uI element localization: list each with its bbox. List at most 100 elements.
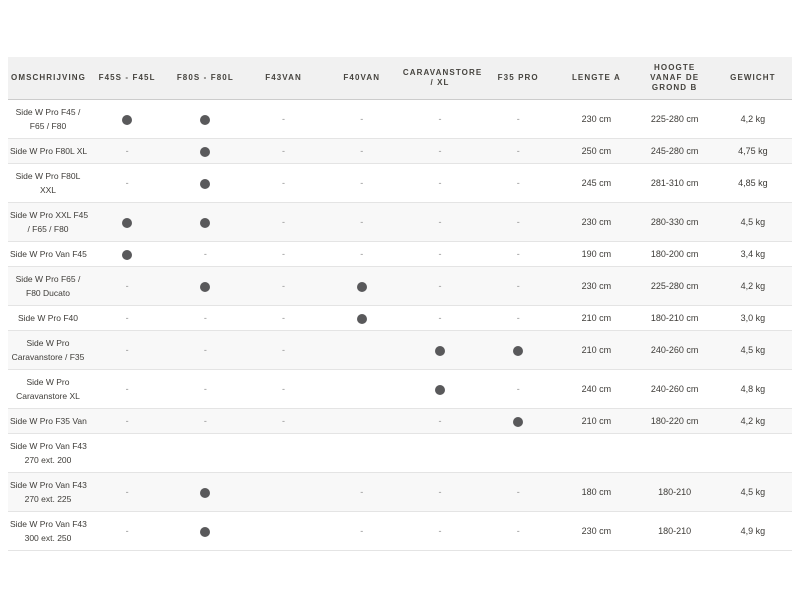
compatibility-dot-icon (434, 345, 445, 356)
compatibility-cell: - (88, 266, 167, 306)
row-label: Side W Pro XXL F45 / F65 / F80 (8, 202, 88, 242)
compatibility-cell (166, 472, 245, 512)
spec-cell: 4,2 kg (713, 408, 792, 434)
spec-cell (713, 433, 792, 473)
compatibility-cell: - (479, 511, 558, 551)
spec-cell: 190 cm (557, 241, 636, 267)
spec-cell: 180-210 (635, 511, 714, 551)
compatibility-cell (322, 433, 401, 473)
column-header-f43van: F43VAN (244, 57, 323, 100)
table-row: Side W Pro Van F43 270 ext. 225- - - -180 c… (8, 472, 792, 512)
column-header-f40van: F40VAN (322, 57, 401, 100)
table-row: Side W Pro Van F43 300 ext. 250- - - -230 c… (8, 511, 792, 551)
compatibility-cell (322, 408, 401, 434)
compatibility-cell: - (479, 163, 558, 203)
compatibility-cell: - (322, 99, 401, 139)
column-header-lengte-a: LENGTE A (557, 57, 636, 100)
column-header-f45s-f45l: F45S - F45L (88, 57, 167, 100)
spec-cell: 210 cm (557, 408, 636, 434)
compatibility-cell: - (400, 202, 480, 242)
spec-cell: 4,9 kg (713, 511, 792, 551)
spec-cell: 280-330 cm (635, 202, 714, 242)
compatibility-cell (400, 369, 480, 409)
column-header-hoogte-vanaf-de-grond-b: HOOGTE VANAF DE GROND B (635, 57, 714, 100)
compatibility-cell (400, 433, 480, 473)
compatibility-cell: - (400, 241, 480, 267)
spec-cell: 240-260 cm (635, 369, 714, 409)
compatibility-cell (244, 472, 323, 512)
compatibility-cell (88, 241, 167, 267)
compatibility-cell (244, 511, 323, 551)
table-row: Side W Pro Caravanstore / F35- - -210 cm 24… (8, 330, 792, 370)
compatibility-cell (166, 433, 245, 473)
table-row: Side W Pro Van F45- - - - -190 cm 180-200 cm 3… (8, 241, 792, 267)
compatibility-cell: - (322, 202, 401, 242)
compatibility-cell: - (88, 472, 167, 512)
compatibility-dot-icon (513, 416, 524, 427)
spec-cell: 4,5 kg (713, 202, 792, 242)
column-header-omschrijving: OMSCHRIJVING (8, 57, 88, 100)
compatibility-table-wrap: OMSCHRIJVING F45S - F45L F80S - F80L F43VAN… (8, 57, 792, 551)
spec-cell: 240-260 cm (635, 330, 714, 370)
compatibility-cell: - (166, 330, 245, 370)
spec-cell: 4,85 kg (713, 163, 792, 203)
row-label: Side W Pro F45 / F65 / F80 (8, 99, 88, 139)
spec-cell: 230 cm (557, 266, 636, 306)
compatibility-cell: - (244, 202, 323, 242)
compatibility-cell (166, 163, 245, 203)
compatibility-cell: - (322, 241, 401, 267)
spec-cell: 230 cm (557, 511, 636, 551)
compatibility-dot-icon (356, 281, 367, 292)
compatibility-cell: - (244, 305, 323, 331)
row-label: Side W Pro Van F45 (8, 241, 88, 267)
spec-cell: 245-280 cm (635, 138, 714, 164)
compatibility-cell (322, 266, 401, 306)
compatibility-cell (479, 330, 558, 370)
row-label: Side W Pro F80L XXL (8, 163, 88, 203)
compatibility-cell: - (88, 408, 167, 434)
compatibility-cell (400, 330, 480, 370)
compatibility-dot-icon (122, 249, 133, 260)
compatibility-cell: - (88, 330, 167, 370)
compatibility-cell: - (400, 138, 480, 164)
spec-cell: 3,4 kg (713, 241, 792, 267)
spec-cell: 4,2 kg (713, 99, 792, 139)
compatibility-dot-icon (200, 217, 211, 228)
compatibility-cell: - (322, 163, 401, 203)
compatibility-cell: - (244, 241, 323, 267)
compatibility-cell (244, 433, 323, 473)
table-row: Side W Pro F80L XXL - - - - -245 cm 281-310 cm… (8, 163, 792, 203)
spec-cell: 3,0 kg (713, 305, 792, 331)
compatibility-cell: - (400, 99, 480, 139)
spec-cell: 4,2 kg (713, 266, 792, 306)
row-label: Side W Pro Van F43 300 ext. 250 (8, 511, 88, 551)
table-row: Side W Pro F80L XL - - - - -250 cm 245-280 cm 4… (8, 138, 792, 164)
row-label: Side W Pro F40 (8, 305, 88, 331)
spec-cell: 281-310 cm (635, 163, 714, 203)
spec-cell: 4,5 kg (713, 330, 792, 370)
spec-cell: 245 cm (557, 163, 636, 203)
spec-cell: 210 cm (557, 330, 636, 370)
row-label: Side W Pro F35 Van (8, 408, 88, 434)
spec-cell: 180-200 cm (635, 241, 714, 267)
compatibility-cell: - (244, 369, 323, 409)
compatibility-cell: - (479, 369, 558, 409)
spec-cell: 4,5 kg (713, 472, 792, 512)
compatibility-cell: - (479, 472, 558, 512)
compatibility-cell: - (244, 138, 323, 164)
compatibility-dot-icon (200, 526, 211, 537)
compatibility-cell (166, 99, 245, 139)
spec-cell: 230 cm (557, 202, 636, 242)
compatibility-dot-icon (356, 313, 367, 324)
compatibility-cell (166, 138, 245, 164)
compatibility-cell: - (479, 266, 558, 306)
table-header-row: OMSCHRIJVING F45S - F45L F80S - F80L F43VAN… (8, 57, 792, 100)
compatibility-cell: - (88, 138, 167, 164)
table-row: Side W Pro F45 / F65 / F80- - - -230 cm 225-… (8, 99, 792, 139)
compatibility-cell: - (322, 138, 401, 164)
row-label: Side W Pro Caravanstore / F35 (8, 330, 88, 370)
compatibility-dot-icon (200, 281, 211, 292)
compatibility-cell: - (88, 163, 167, 203)
compatibility-dot-icon (122, 114, 133, 125)
compatibility-cell: - (166, 305, 245, 331)
